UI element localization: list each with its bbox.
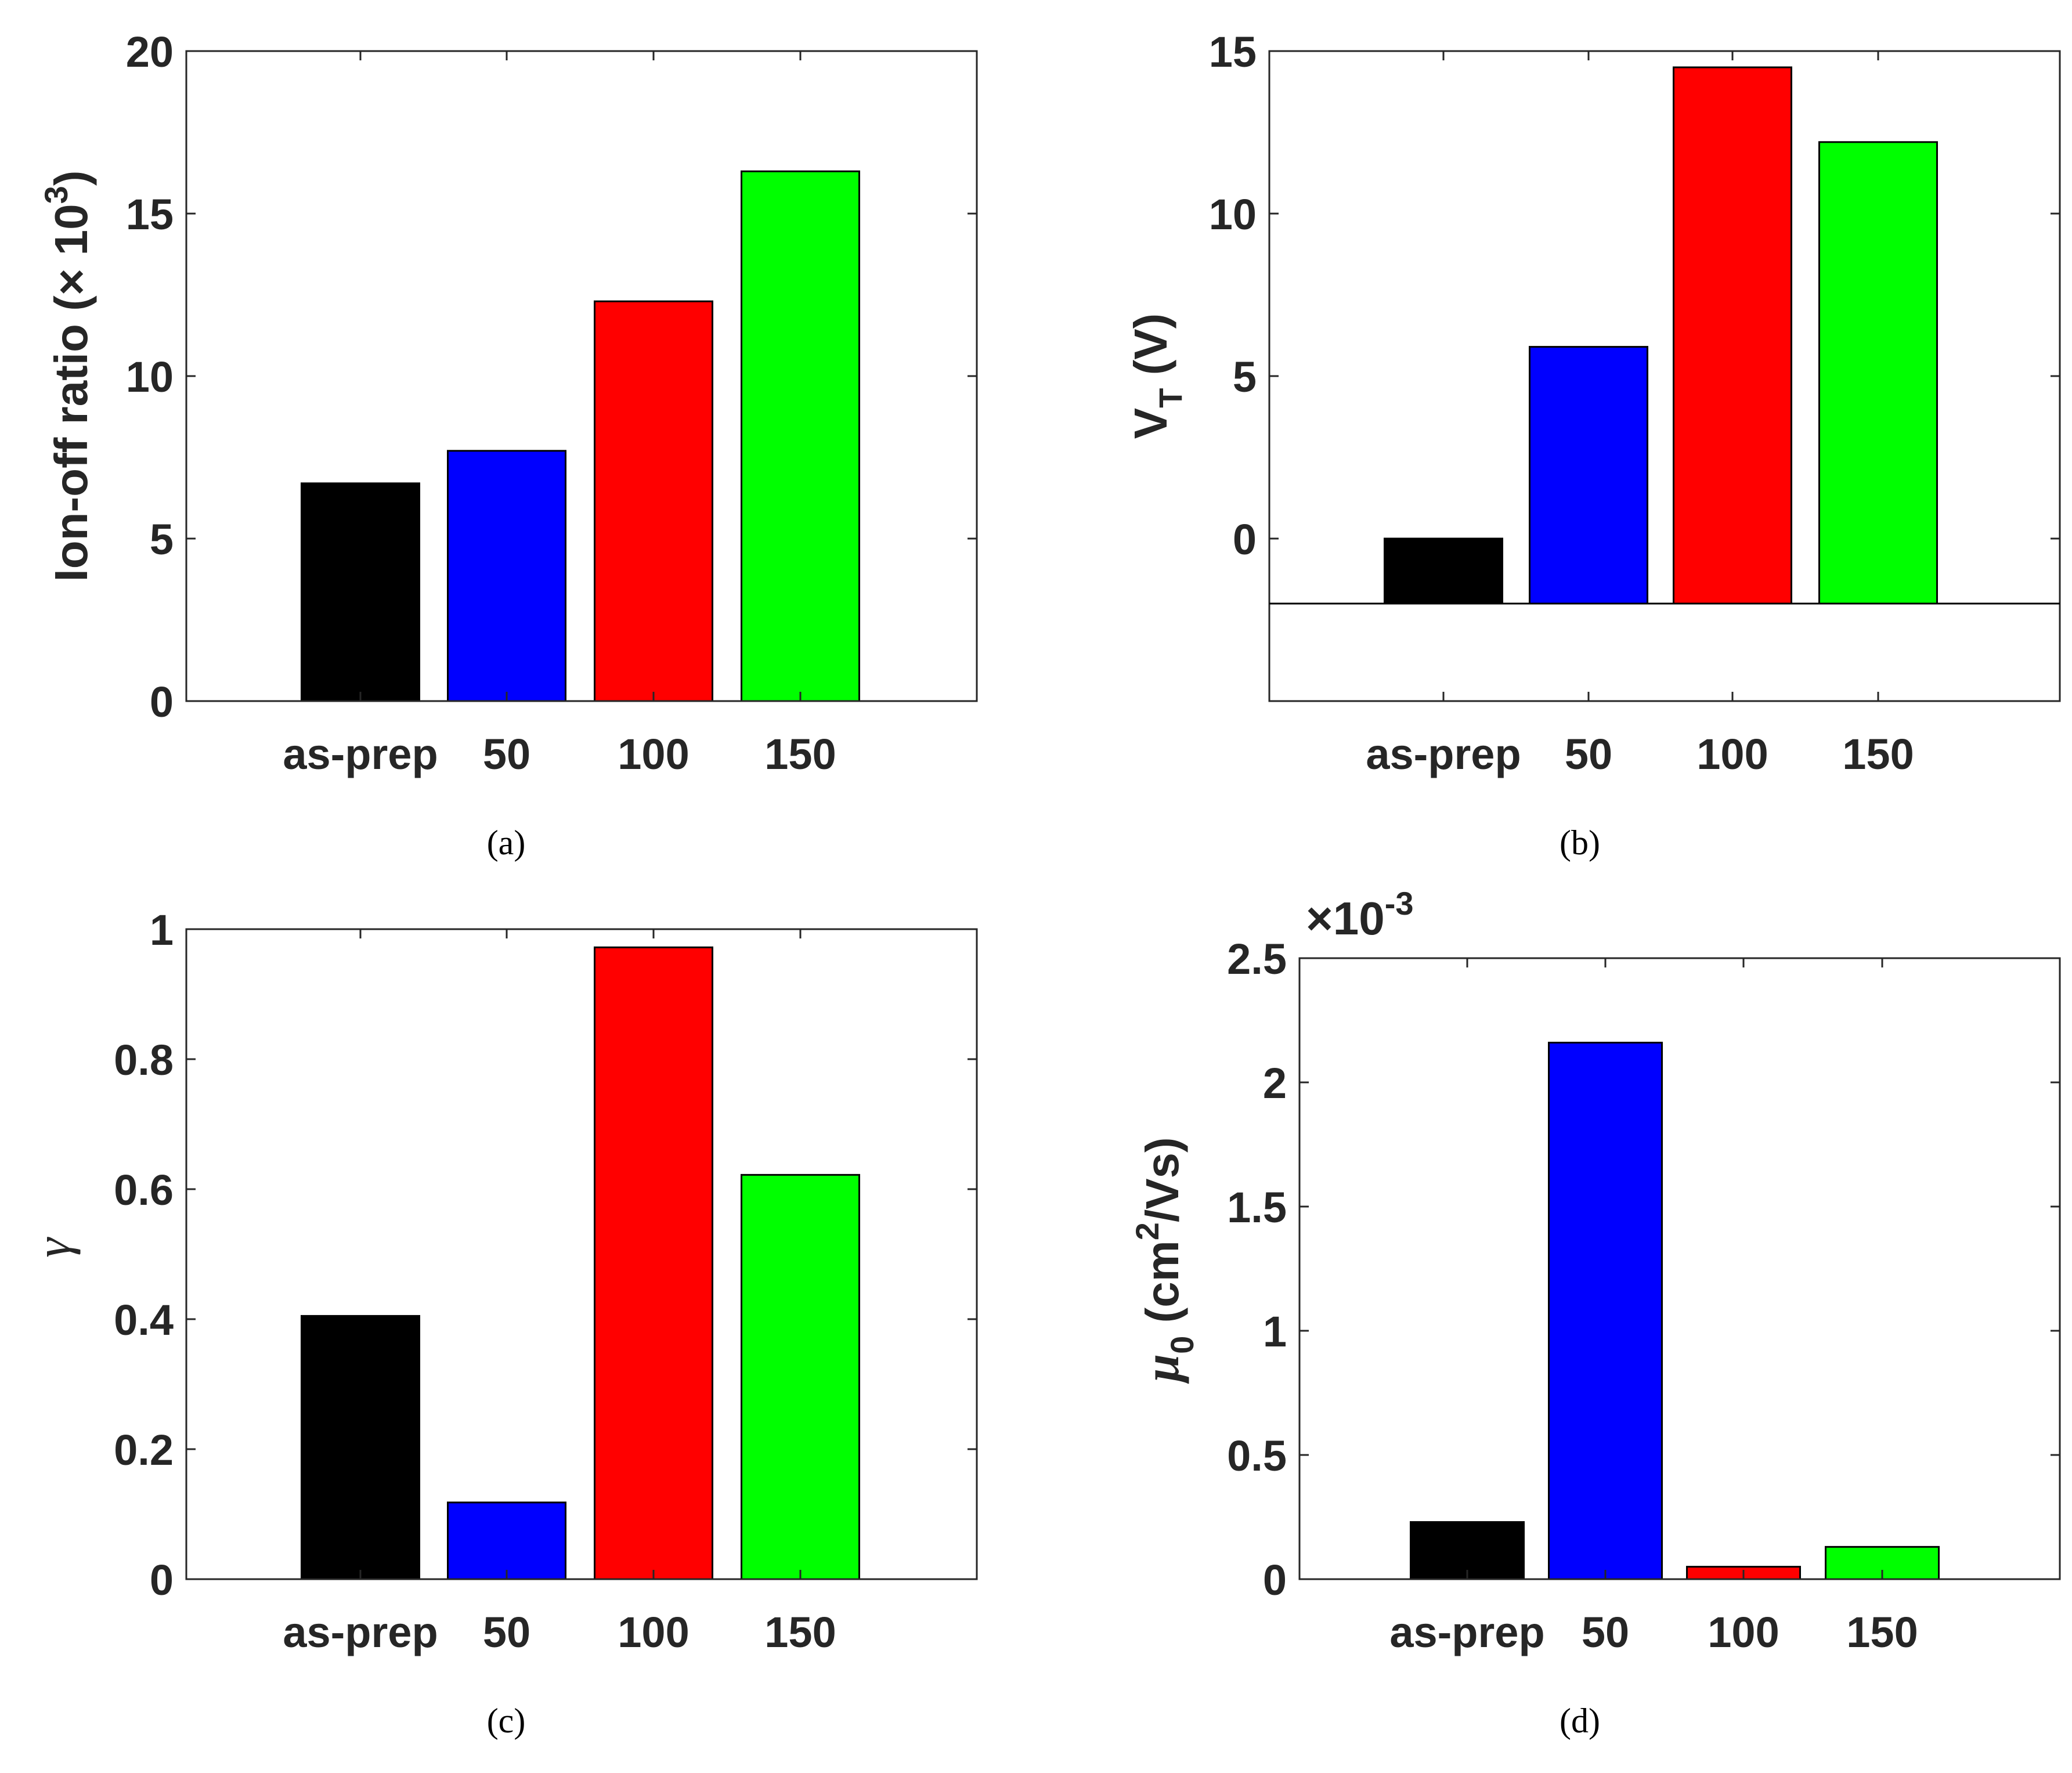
ytick-label: 1.5 bbox=[1227, 1183, 1287, 1232]
ytick-label: 0 bbox=[150, 1556, 174, 1604]
xtick-label: 50 bbox=[1565, 730, 1612, 778]
xtick-labels-d: as-prep 50 100 150 bbox=[1389, 1608, 1918, 1656]
ytick-label: 2 bbox=[1263, 1059, 1287, 1107]
xtick-labels-a: as-prep 50 100 150 bbox=[283, 730, 836, 778]
bar-b-50 bbox=[1529, 346, 1648, 605]
bar-a-50 bbox=[447, 450, 566, 702]
xtick-labels-b: as-prep 50 100 150 bbox=[1366, 730, 1914, 778]
ticks-b bbox=[1269, 50, 2060, 701]
ytick-label: 0.8 bbox=[114, 1036, 174, 1084]
bars-d bbox=[1410, 1042, 1940, 1580]
ytick-label: 2.5 bbox=[1227, 935, 1287, 983]
xtick-labels-c: as-prep 50 100 150 bbox=[283, 1608, 836, 1656]
ytick-label: 0 bbox=[150, 678, 174, 726]
bars-a bbox=[301, 170, 860, 702]
xtick-label: as-prep bbox=[283, 1608, 438, 1656]
xtick-label: 50 bbox=[483, 730, 530, 778]
xtick-label: as-prep bbox=[1389, 1608, 1544, 1656]
ytick-label: 20 bbox=[126, 28, 174, 76]
ytick-label: 15 bbox=[126, 190, 174, 239]
bar-a-150 bbox=[741, 170, 860, 702]
panel-caption-a: (a) bbox=[487, 824, 526, 862]
ytick-label: 15 bbox=[1209, 28, 1257, 76]
y-axis-label-b: VT (V) bbox=[1125, 313, 1189, 439]
ytick-labels-c: 0 0.2 0.4 0.6 0.8 1 bbox=[114, 906, 174, 1604]
bar-c-as-prep bbox=[301, 1315, 420, 1580]
panel-c: 0 0.2 0.4 0.6 0.8 1 as-prep 50 100 150 γ (c) bbox=[25, 906, 978, 1740]
bars-b bbox=[1384, 66, 1938, 605]
bar-b-100 bbox=[1673, 66, 1792, 605]
ytick-label: 0.2 bbox=[114, 1426, 174, 1474]
xtick-label: 150 bbox=[764, 730, 836, 778]
y-axis-label-d: μ0 (cm2/Vs) bbox=[1129, 1137, 1200, 1384]
ytick-label: 10 bbox=[1209, 190, 1257, 239]
bar-c-150 bbox=[741, 1173, 860, 1580]
bar-d-as-prep bbox=[1410, 1521, 1525, 1580]
xtick-label: as-prep bbox=[283, 730, 438, 778]
ytick-labels-b: 0 5 10 15 bbox=[1209, 28, 1257, 564]
axes-box-c bbox=[185, 928, 978, 1580]
xtick-label: as-prep bbox=[1366, 730, 1521, 778]
ticks-d bbox=[1299, 957, 2060, 1580]
ytick-label: 0.5 bbox=[1227, 1432, 1287, 1480]
panel-caption-b: (b) bbox=[1560, 824, 1600, 862]
xtick-label: 50 bbox=[1582, 1608, 1629, 1656]
y-axis-label-c: γ bbox=[25, 1237, 81, 1258]
ytick-labels-a: 0 5 10 15 20 bbox=[126, 28, 174, 726]
xtick-label: 100 bbox=[1708, 1608, 1779, 1656]
axes-box-d bbox=[1298, 957, 2061, 1580]
panel-caption-d: (d) bbox=[1560, 1702, 1600, 1740]
ytick-label: 1 bbox=[1263, 1308, 1287, 1356]
bar-c-50 bbox=[447, 1501, 566, 1580]
y-axis-label-a: Ion-off ratio (× 103) bbox=[38, 171, 97, 582]
exponent-label-d: ×10-3 bbox=[1306, 885, 1414, 944]
ytick-label: 0.6 bbox=[114, 1166, 174, 1214]
ytick-label: 1 bbox=[150, 906, 174, 954]
ytick-label: 0 bbox=[1263, 1556, 1287, 1604]
bar-b-150 bbox=[1818, 141, 1938, 605]
ytick-label: 10 bbox=[126, 353, 174, 401]
xtick-label: 100 bbox=[1696, 730, 1768, 778]
xtick-label: 150 bbox=[764, 1608, 836, 1656]
panel-a: 0 5 10 15 20 as-prep 50 100 150 Ion-off rati… bbox=[38, 28, 978, 862]
ytick-label: 5 bbox=[150, 515, 174, 564]
xtick-label: 100 bbox=[618, 1608, 689, 1656]
bar-c-100 bbox=[594, 946, 713, 1580]
bars-c bbox=[301, 946, 860, 1580]
xtick-label: 150 bbox=[1846, 1608, 1918, 1656]
ticks-a bbox=[186, 50, 977, 702]
xtick-label: 50 bbox=[483, 1608, 530, 1656]
ticks-c bbox=[186, 928, 977, 1580]
bar-d-50 bbox=[1548, 1042, 1663, 1580]
bar-b-as-prep bbox=[1384, 537, 1503, 605]
panel-b: 0 5 10 15 as-prep 50 100 150 VT (V) (b) bbox=[1125, 28, 2061, 862]
bar-a-as-prep bbox=[301, 482, 420, 702]
panel-caption-c: (c) bbox=[487, 1702, 526, 1740]
ytick-label: 5 bbox=[1233, 353, 1257, 401]
ytick-label: 0 bbox=[1233, 515, 1257, 564]
panel-d: 0 0.5 1 1.5 2 2.5 as-prep 50 100 150 ×10-3 μ0… bbox=[1129, 885, 2061, 1740]
xtick-label: 150 bbox=[1842, 730, 1914, 778]
bar-a-100 bbox=[594, 300, 713, 702]
ytick-label: 0.4 bbox=[114, 1296, 174, 1344]
xtick-label: 100 bbox=[618, 730, 689, 778]
ytick-labels-d: 0 0.5 1 1.5 2 2.5 bbox=[1227, 935, 1287, 1604]
